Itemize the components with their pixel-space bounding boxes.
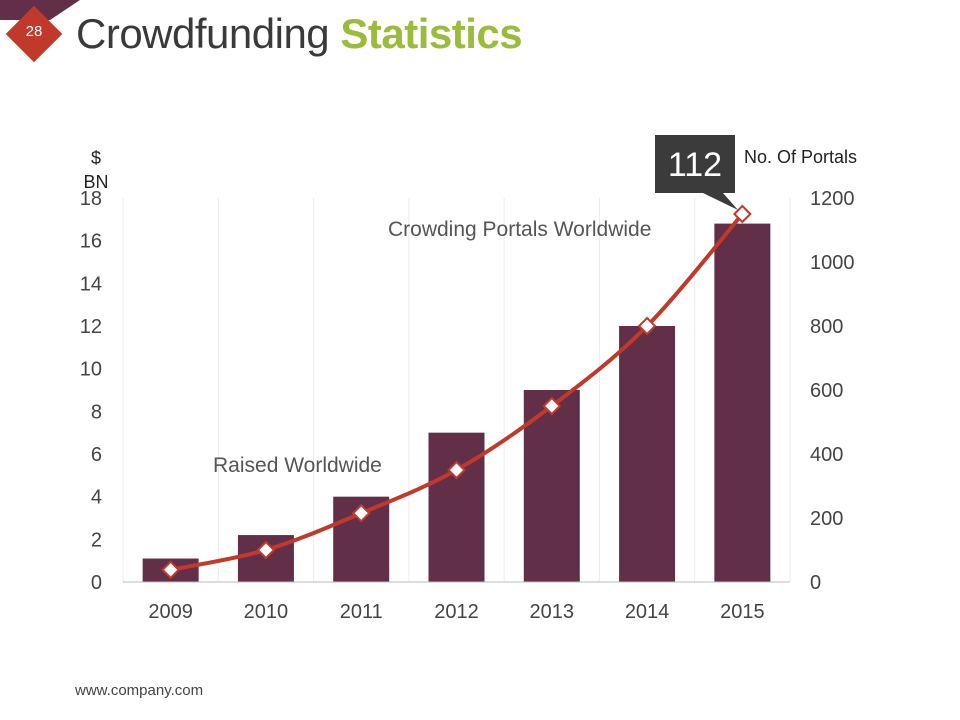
- x-tick-label: 2012: [434, 601, 479, 623]
- marker-2013: [542, 396, 562, 416]
- left-tick-label: 16: [80, 231, 102, 253]
- value-callout: 112: [655, 135, 738, 210]
- marker-2010: [256, 540, 276, 560]
- right-tick-label: 1200: [810, 188, 855, 210]
- chart-bars: [142, 223, 771, 582]
- right-tick-label: 200: [810, 508, 843, 530]
- bar-2015: [714, 223, 771, 582]
- left-tick-label: 0: [91, 572, 102, 594]
- callout-box: [655, 135, 735, 193]
- left-tick-label: 14: [80, 273, 102, 295]
- left-tick-label: 4: [91, 487, 102, 509]
- x-tick-label: 2009: [148, 601, 193, 623]
- right-tick-label: 600: [810, 380, 843, 402]
- line-series-label: Crowding Portals Worldwide: [388, 218, 651, 241]
- right-tick-label: 1000: [810, 252, 855, 274]
- left-tick-label: 6: [91, 444, 102, 466]
- left-axis-ticks: 0 2 4 6 8 10 12 14 16 18: [80, 188, 102, 594]
- left-tick-label: 12: [80, 316, 102, 338]
- x-axis-ticks: 2009 2010 2011 2012 2013 2014 2015: [148, 601, 764, 623]
- left-tick-label: 2: [91, 529, 102, 551]
- right-tick-label: 0: [810, 572, 821, 594]
- marker-2012: [447, 460, 466, 480]
- x-tick-label: 2014: [625, 601, 670, 623]
- x-tick-label: 2013: [530, 601, 575, 623]
- right-axis-label: No. Of Portals: [744, 147, 857, 167]
- corner-ribbon-shape: [0, 0, 80, 20]
- marker-2011: [351, 503, 371, 523]
- title-highlight: Statistics: [340, 10, 523, 57]
- left-tick-label: 10: [80, 359, 102, 381]
- marker-2014: [637, 316, 657, 336]
- right-tick-label: 800: [810, 316, 843, 338]
- marker-2015: [732, 204, 752, 224]
- right-tick-label: 400: [810, 444, 843, 466]
- x-tick-label: 2015: [720, 601, 765, 623]
- footer-url: www.company.com: [75, 682, 204, 699]
- left-axis-unit-symbol: $: [91, 148, 101, 168]
- page-title: Crowdfunding Statistics: [76, 10, 523, 58]
- right-axis-ticks: 0 200 400 600 800 1000 1200: [810, 188, 855, 594]
- line-markers: [161, 204, 752, 580]
- left-tick-label: 18: [80, 188, 102, 210]
- title-main: Crowdfunding: [76, 10, 330, 57]
- callout-pointer: [703, 193, 738, 210]
- left-axis-unit-label: BN: [83, 172, 108, 192]
- x-tick-label: 2010: [244, 601, 289, 623]
- chart-gridlines: [122, 198, 791, 582]
- callout-value: 112: [668, 146, 722, 184]
- slide-number: 28: [25, 23, 43, 40]
- bar-2012: [428, 432, 485, 582]
- marker-2009: [161, 560, 181, 580]
- corner-decoration: [0, 0, 80, 25]
- bar-2014: [619, 326, 676, 582]
- x-tick-label: 2011: [340, 601, 383, 623]
- left-tick-label: 8: [91, 401, 102, 423]
- bar-series-label: Raised Worldwide: [213, 454, 382, 477]
